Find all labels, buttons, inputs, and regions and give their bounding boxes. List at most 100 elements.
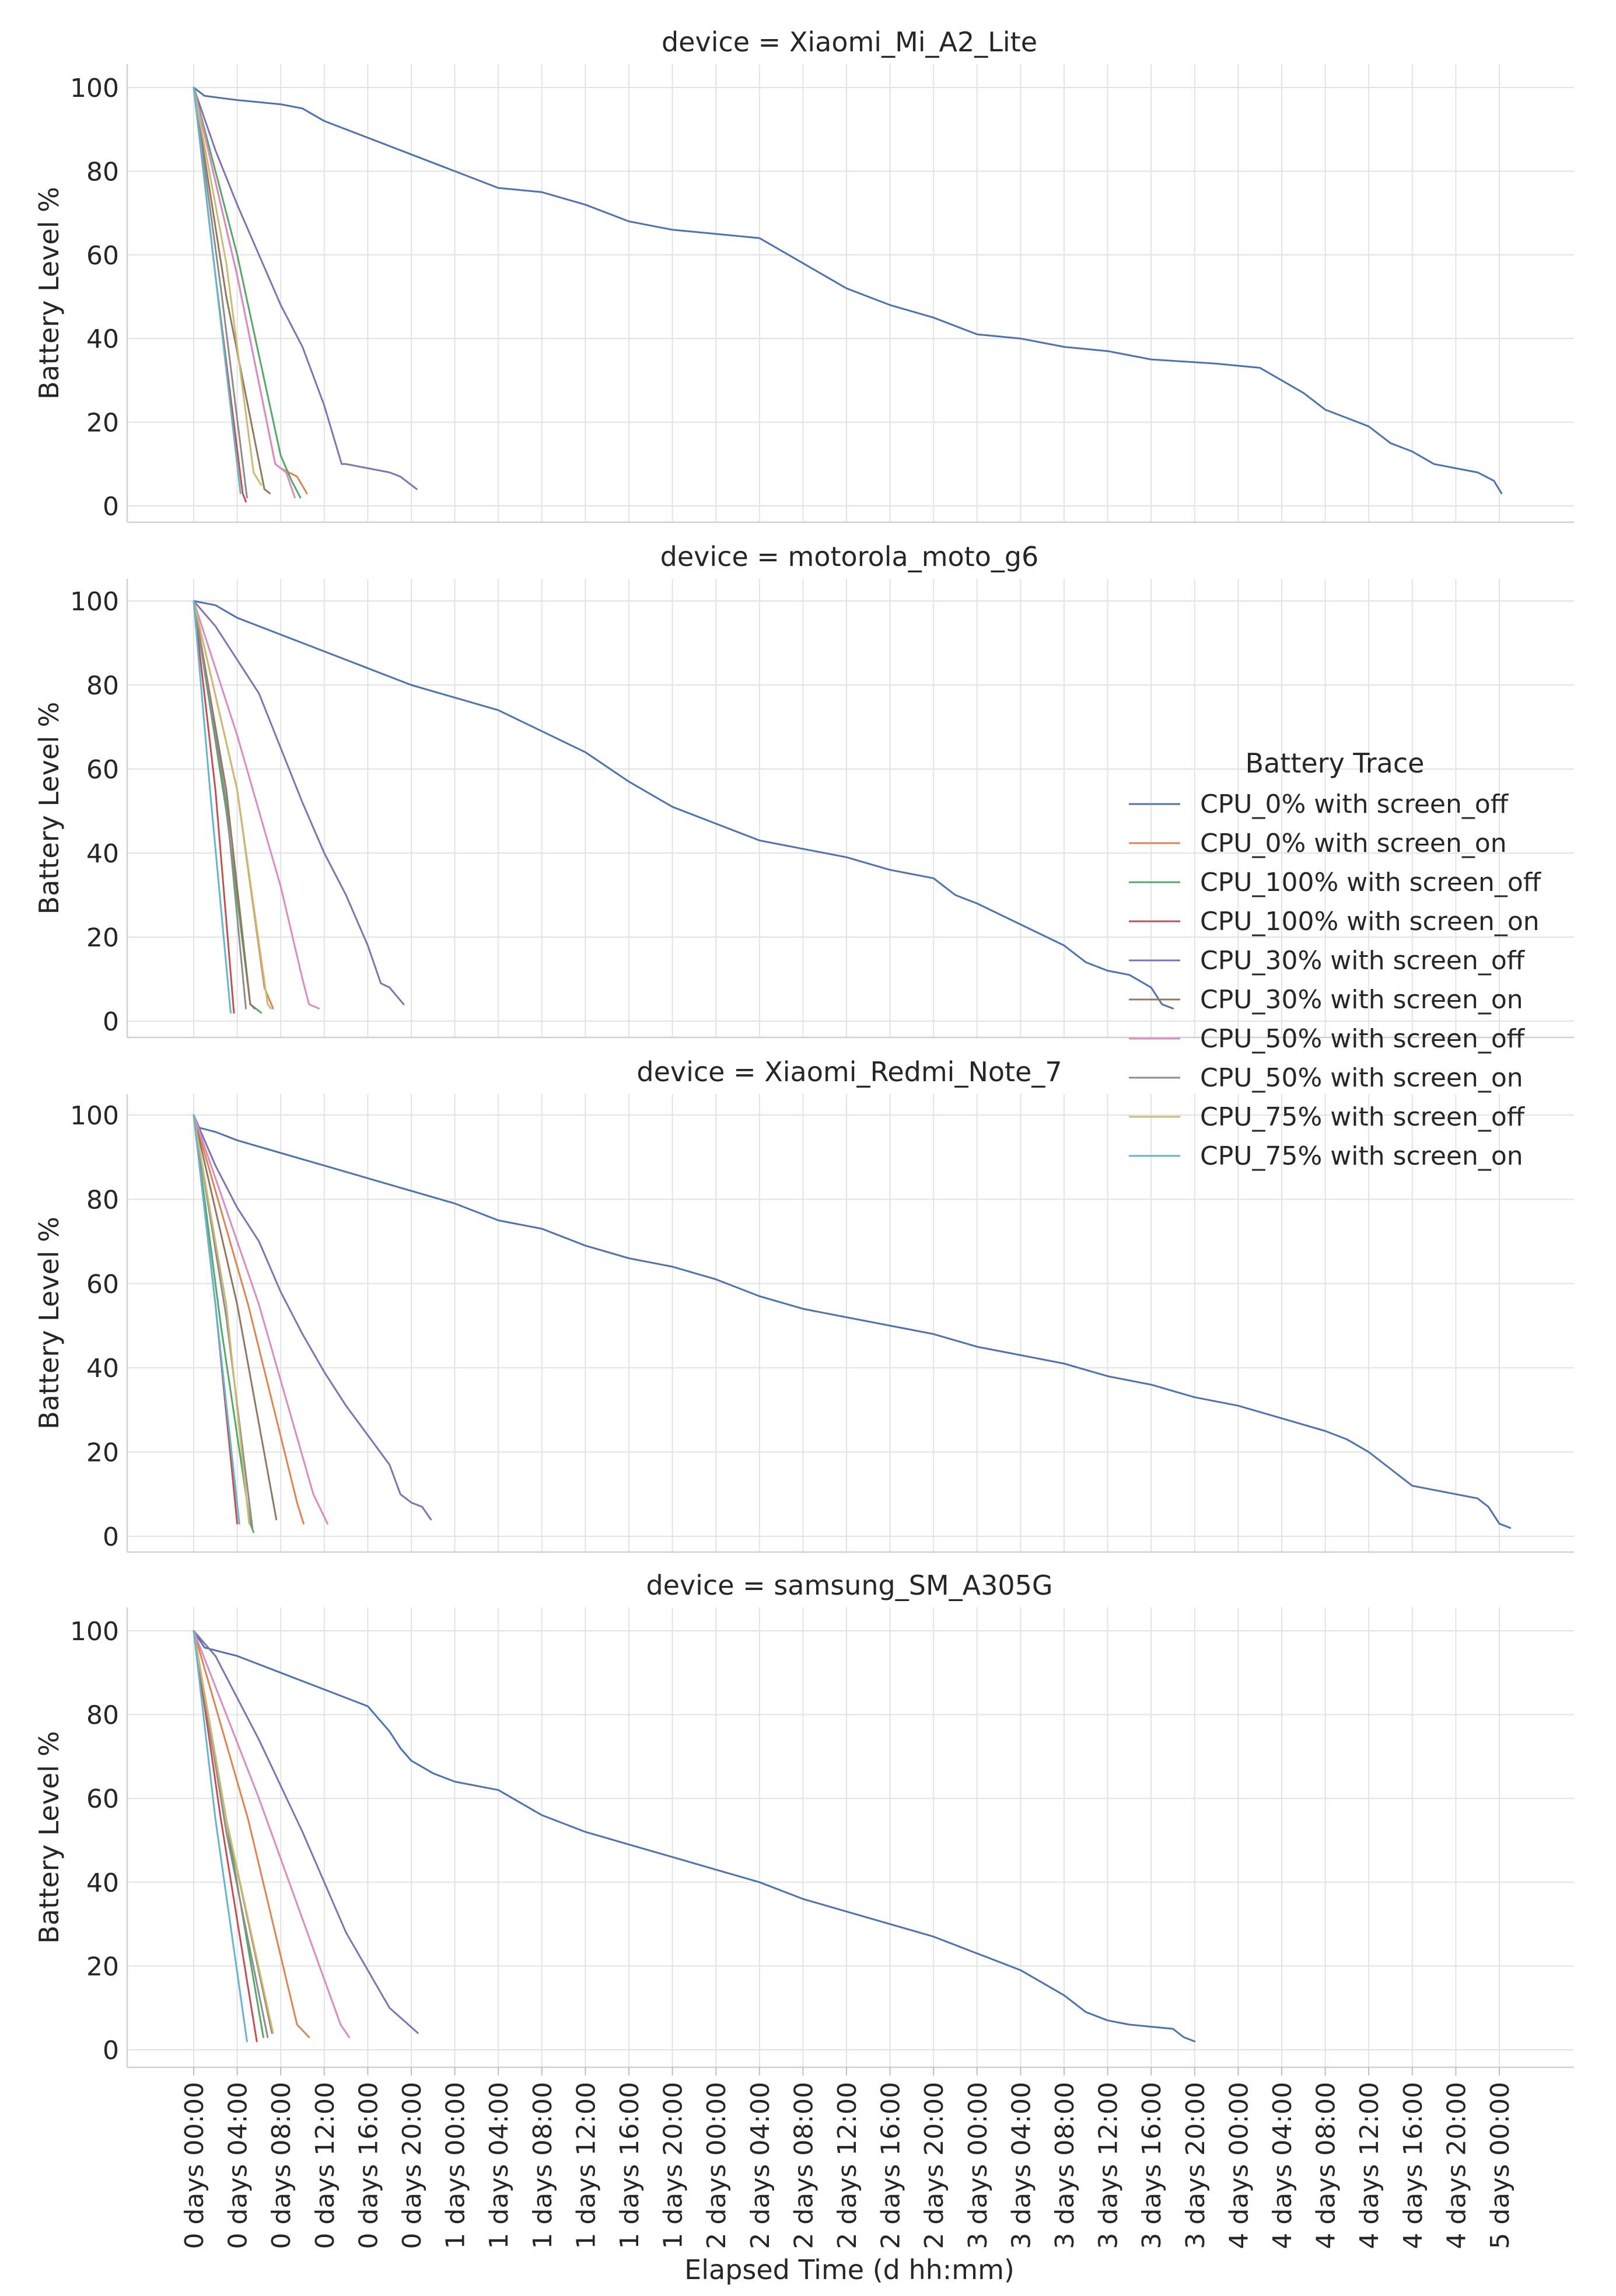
x-tick-label: 4 days 04:00 <box>1268 2082 1297 2249</box>
x-tick-label: 3 days 00:00 <box>963 2082 993 2249</box>
x-tick-label: 0 days 04:00 <box>223 2082 253 2249</box>
panel-title: device = Xiaomi_Redmi_Note_7 <box>636 1056 1062 1088</box>
series-line <box>193 86 263 486</box>
series-line <box>193 86 296 499</box>
legend: Battery Trace CPU_0% with screen_off CPU_… <box>1129 747 1542 1171</box>
legend-entry-label: CPU_30% with screen_off <box>1200 946 1526 976</box>
y-tick-label: 20 <box>86 408 119 438</box>
legend-entry-label: CPU_100% with screen_on <box>1200 907 1540 936</box>
series-line <box>193 600 405 1005</box>
panel-3: 0 20 40 60 80 100 device = Xiaomi_Redmi_Note_7… <box>33 1056 1574 1553</box>
series-line <box>193 86 271 494</box>
series-line <box>193 1630 1196 2043</box>
y-tick-label: 80 <box>86 1701 119 1731</box>
legend-entry-label: CPU_75% with screen_off <box>1200 1102 1526 1132</box>
y-tick-label: 0 <box>103 492 119 522</box>
y-tick-label: 60 <box>86 1784 119 1814</box>
series-line <box>193 600 1174 1009</box>
y-tick-label: 100 <box>70 1617 119 1647</box>
x-tick-label: 3 days 16:00 <box>1137 2082 1167 2249</box>
legend-entry-label: CPU_0% with screen_on <box>1200 829 1507 858</box>
y-tick-label: 100 <box>70 587 119 617</box>
y-axis-label: Battery Level % <box>33 1217 65 1430</box>
x-tick-label: 4 days 08:00 <box>1311 2082 1341 2249</box>
y-tick-label: 40 <box>86 1354 119 1383</box>
y-tick-label: 60 <box>86 1270 119 1299</box>
legend-entry-label: CPU_50% with screen_on <box>1200 1063 1523 1093</box>
series-line <box>193 1630 258 2043</box>
y-tick-label: 80 <box>86 671 119 701</box>
series-line <box>193 1114 278 1521</box>
legend-entry-label: CPU_30% with screen_on <box>1200 985 1523 1015</box>
legend-entry-label: CPU_50% with screen_off <box>1200 1024 1526 1054</box>
series-line <box>193 1114 305 1525</box>
x-tick-label: 0 days 16:00 <box>354 2082 383 2249</box>
x-tick-label: 5 days 00:00 <box>1485 2082 1515 2249</box>
x-tick-label: 2 days 04:00 <box>746 2082 775 2249</box>
x-tick-labels: 0 days 00:00 0 days 04:00 0 days 08:00 0 da… <box>180 2067 1515 2249</box>
x-tick-label: 0 days 08:00 <box>267 2082 296 2249</box>
x-tick-label: 0 days 12:00 <box>310 2082 340 2249</box>
series-line <box>193 600 232 1014</box>
y-tick-label: 80 <box>86 1185 119 1215</box>
series-line <box>193 600 274 1009</box>
series-line <box>193 600 247 1009</box>
x-tick-label: 2 days 12:00 <box>833 2082 862 2249</box>
series-line <box>193 86 248 499</box>
series-line <box>193 1630 248 2043</box>
y-tick-label: 60 <box>86 241 119 271</box>
y-axis-label: Battery Level % <box>33 187 65 400</box>
x-tick-label: 3 days 20:00 <box>1181 2082 1211 2249</box>
y-tick-label: 0 <box>103 1007 119 1037</box>
series-line <box>193 1114 1512 1529</box>
series-line <box>193 86 1503 494</box>
y-tick-label: 20 <box>86 1438 119 1468</box>
x-tick-label: 1 days 04:00 <box>484 2082 514 2249</box>
series-line <box>193 1114 432 1521</box>
x-tick-label: 4 days 00:00 <box>1224 2082 1254 2249</box>
y-tick-label: 20 <box>86 923 119 953</box>
y-tick-label: 40 <box>86 839 119 869</box>
y-tick-label: 40 <box>86 324 119 354</box>
x-tick-label: 1 days 08:00 <box>528 2082 558 2249</box>
y-tick-label: 80 <box>86 157 119 187</box>
series-line <box>193 86 308 494</box>
x-tick-label: 2 days 00:00 <box>702 2082 732 2249</box>
y-axis-label: Battery Level % <box>33 1731 65 1944</box>
x-tick-label: 1 days 12:00 <box>571 2082 601 2249</box>
y-tick-label: 0 <box>103 2036 119 2066</box>
x-tick-label: 1 days 00:00 <box>441 2082 471 2249</box>
series-line <box>193 600 272 1009</box>
x-tick-label: 4 days 16:00 <box>1398 2082 1428 2249</box>
series-line <box>193 1114 328 1525</box>
y-tick-label: 100 <box>70 74 119 103</box>
series-line <box>193 1630 310 2038</box>
series-line <box>193 86 418 490</box>
panel-4: 0 20 40 60 80 100 device = samsung_SM_A305G Bat… <box>33 1570 1574 2068</box>
x-tick-label: 2 days 20:00 <box>919 2082 949 2249</box>
legend-entry-label: CPU_100% with screen_off <box>1200 868 1542 897</box>
series-line <box>193 1114 250 1525</box>
x-tick-label: 3 days 04:00 <box>1006 2082 1036 2249</box>
x-tick-label: 0 days 20:00 <box>397 2082 427 2249</box>
series-line <box>193 86 242 494</box>
x-tick-label: 1 days 16:00 <box>615 2082 645 2249</box>
y-tick-label: 20 <box>86 1952 119 1982</box>
panel-title: device = Xiaomi_Mi_A2_Lite <box>662 26 1037 58</box>
legend-entry-label: CPU_0% with screen_off <box>1200 789 1509 819</box>
legend-entry-label: CPU_75% with screen_on <box>1200 1141 1523 1171</box>
panel-title: device = samsung_SM_A305G <box>646 1570 1052 1601</box>
y-tick-label: 0 <box>103 1522 119 1552</box>
y-tick-label: 100 <box>70 1101 119 1131</box>
x-axis-label: Elapsed Time (d hh:mm) <box>684 2254 1015 2285</box>
series-line <box>193 600 320 1009</box>
series-line <box>193 1630 274 2034</box>
y-tick-label: 40 <box>86 1868 119 1898</box>
series-line <box>193 600 235 1014</box>
y-tick-label: 60 <box>86 755 119 785</box>
x-tick-label: 3 days 12:00 <box>1094 2082 1124 2249</box>
x-tick-label: 0 days 00:00 <box>180 2082 209 2249</box>
panel-2: 0 20 40 60 80 100 device = motorola_moto_g6 Bat… <box>33 541 1574 1039</box>
series-line <box>193 600 256 1009</box>
